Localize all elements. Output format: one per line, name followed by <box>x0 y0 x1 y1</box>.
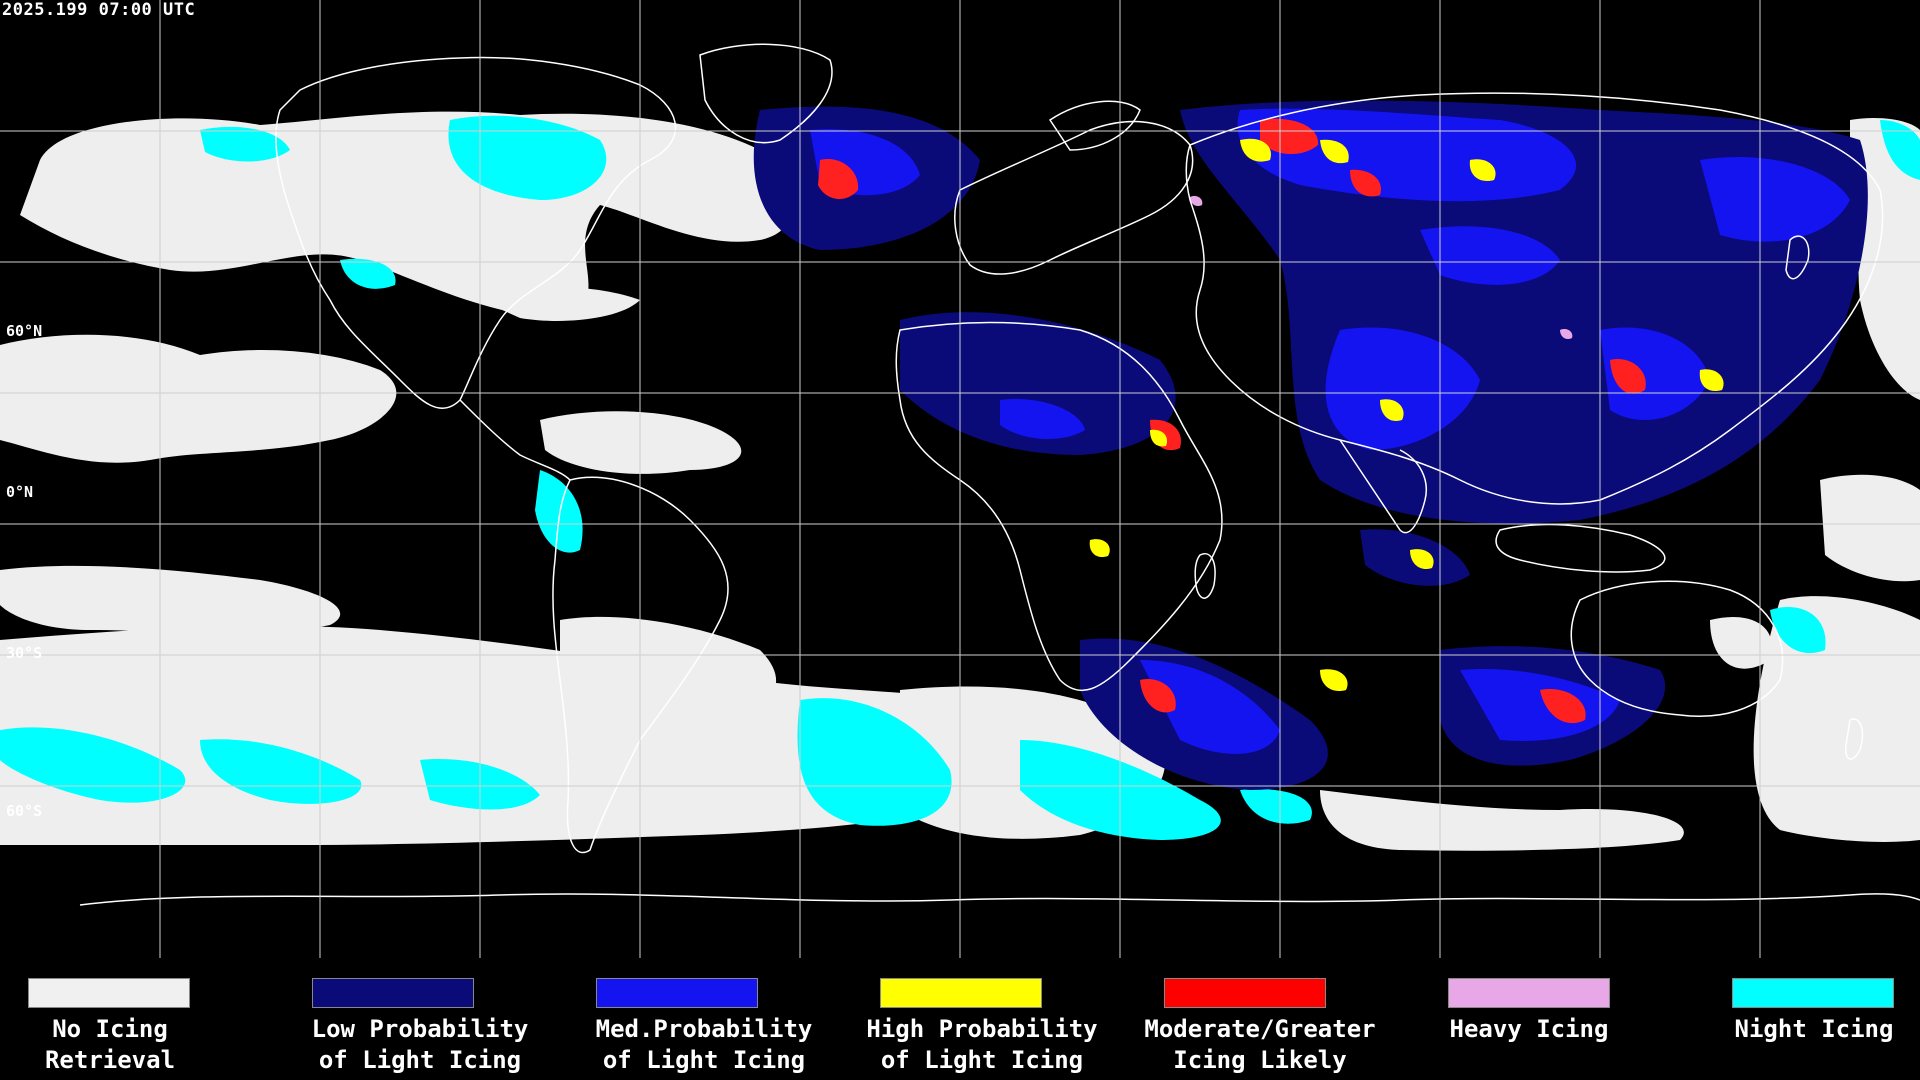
legend-swatch-moderate-greater <box>1164 978 1326 1008</box>
legend-swatch-high-probability <box>880 978 1042 1008</box>
legend-label-moderate-greater: Moderate/Greater Icing Likely <box>1144 1015 1376 1074</box>
japan-coastline <box>1785 235 1810 280</box>
central-america-coastline <box>459 399 571 481</box>
heavy-icing-regions <box>1190 195 1573 340</box>
scandinavia-coastline <box>1048 100 1141 151</box>
moderate-greater-regions <box>818 118 1646 724</box>
legend-label-no-icing-retrieval: No Icing Retrieval <box>44 1015 176 1074</box>
grid-lines <box>0 0 1920 958</box>
legend-label-low-probability: Low Probability of Light Icing <box>311 1015 529 1074</box>
legend-label-heavy-icing: Heavy Icing <box>1449 1015 1609 1043</box>
north-america-coastline <box>275 56 677 410</box>
lat-label-60n: 60°N <box>6 322 43 340</box>
coastlines <box>79 43 1920 906</box>
night-icing-regions <box>0 115 1920 840</box>
antarctica-coastline <box>79 893 1920 906</box>
new-zealand-coastline <box>1844 718 1864 760</box>
lat-label-60s: 60°S <box>6 802 43 820</box>
high-probability-regions <box>1089 138 1724 692</box>
south-america-coastline <box>552 476 729 854</box>
lat-label-0n: 0°N <box>6 483 34 501</box>
madagascar-coastline <box>1194 553 1216 599</box>
legend-item-night-icing: Night Icing <box>1706 978 1920 1078</box>
timestamp: 2025.199 07:00 UTC <box>2 0 196 20</box>
legend-label-night-icing: Night Icing <box>1734 1015 1894 1043</box>
legend-label-med-probability: Med.Probability of Light Icing <box>595 1015 813 1074</box>
legend: No Icing Retrieval Low Probability of Li… <box>0 958 1920 1080</box>
greenland-coastline <box>699 43 833 144</box>
europe-coastline <box>954 120 1194 275</box>
legend-swatch-med-probability <box>596 978 758 1008</box>
legend-swatch-low-probability <box>312 978 474 1008</box>
indonesia-coastline <box>1495 523 1666 573</box>
legend-swatch-heavy-icing <box>1448 978 1610 1008</box>
australia-coastline <box>1570 580 1784 717</box>
lat-label-30s: 30°S <box>6 644 43 662</box>
icing-map: 2025.199 07:00 UTC 60°N 0°N 30°S 60°S <box>0 0 1920 958</box>
legend-item-high-probability: High Probability of Light Icing <box>854 978 1138 1078</box>
legend-label-high-probability: High Probability of Light Icing <box>866 1015 1098 1074</box>
legend-item-no-icing-retrieval: No Icing Retrieval <box>2 978 286 1078</box>
africa-coastline <box>895 321 1223 691</box>
legend-item-low-probability: Low Probability of Light Icing <box>286 978 570 1078</box>
legend-item-moderate-greater: Moderate/Greater Icing Likely <box>1138 978 1422 1078</box>
legend-swatch-night-icing <box>1732 978 1894 1008</box>
india-coastline <box>1339 439 1427 534</box>
med-probability-regions <box>810 108 1850 754</box>
legend-item-heavy-icing: Heavy Icing <box>1422 978 1706 1078</box>
legend-swatch-no-icing-retrieval <box>28 978 190 1008</box>
asia-coastline <box>1185 92 1884 505</box>
legend-item-med-probability: Med.Probability of Light Icing <box>570 978 854 1078</box>
